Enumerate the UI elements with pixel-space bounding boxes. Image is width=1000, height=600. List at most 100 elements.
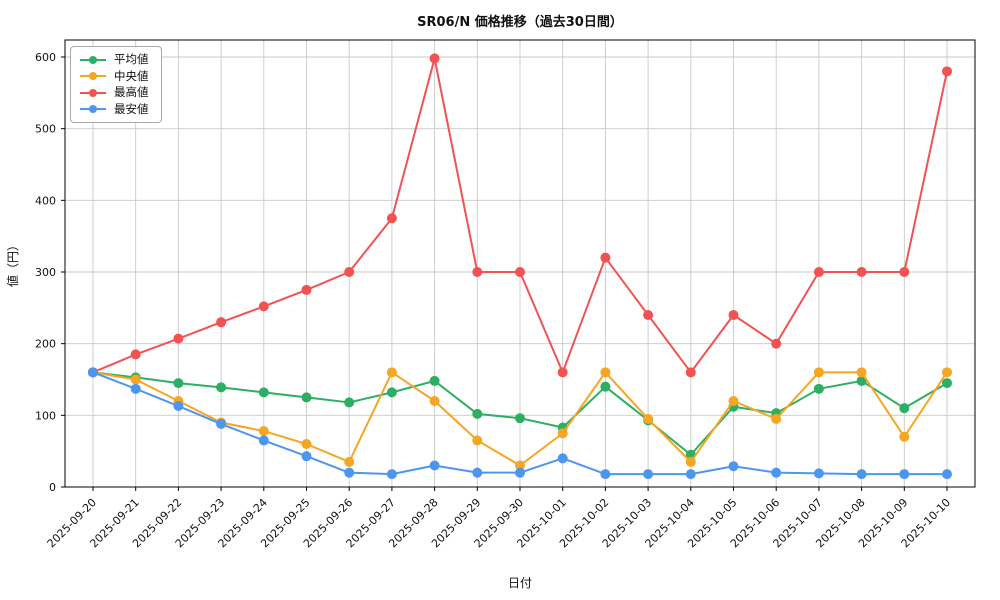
legend: 平均値中央値最高値最安値 bbox=[70, 46, 162, 123]
data-point-marker-最安値 bbox=[386, 469, 397, 480]
data-point-marker-中央値 bbox=[258, 426, 269, 437]
data-point-marker-最高値 bbox=[515, 267, 525, 277]
data-point-marker-平均値 bbox=[173, 378, 184, 389]
data-point-marker-中央値 bbox=[386, 367, 397, 378]
data-point-marker-最安値 bbox=[216, 418, 227, 429]
legend-marker-dot bbox=[89, 72, 97, 81]
data-point-marker-最安値 bbox=[472, 467, 483, 478]
data-point-marker-最安値 bbox=[130, 383, 141, 394]
data-point-marker-中央値 bbox=[899, 431, 910, 442]
data-point-marker-最安値 bbox=[301, 451, 312, 462]
y-tick-label: 300 bbox=[35, 266, 56, 279]
data-point-marker-中央値 bbox=[685, 456, 696, 467]
legend-item: 平均値 bbox=[80, 52, 149, 66]
y-tick-label: 200 bbox=[35, 338, 56, 351]
data-point-marker-最高値 bbox=[899, 267, 910, 277]
legend-label: 最高値 bbox=[114, 85, 149, 99]
data-point-marker-最安値 bbox=[344, 467, 355, 478]
data-point-marker-最安値 bbox=[258, 435, 269, 446]
data-point-marker-平均値 bbox=[344, 397, 355, 408]
data-point-marker-中央値 bbox=[600, 367, 611, 378]
data-point-marker-最高値 bbox=[258, 301, 269, 312]
data-point-marker-最高値 bbox=[813, 267, 824, 277]
legend-label: 中央値 bbox=[114, 68, 149, 83]
data-point-marker-最安値 bbox=[643, 469, 654, 480]
legend-line-swatch bbox=[80, 55, 106, 64]
data-point-marker-最高値 bbox=[643, 310, 654, 320]
y-tick-label: 0 bbox=[49, 481, 56, 494]
data-point-marker-最高値 bbox=[130, 349, 141, 360]
data-point-marker-最安値 bbox=[600, 469, 611, 480]
data-point-marker-平均値 bbox=[472, 408, 483, 419]
data-point-marker-中央値 bbox=[301, 439, 312, 449]
data-point-marker-平均値 bbox=[386, 387, 397, 398]
data-point-marker-最高値 bbox=[600, 252, 611, 263]
data-point-marker-中央値 bbox=[942, 367, 952, 378]
data-point-marker-中央値 bbox=[813, 367, 824, 378]
data-point-marker-中央値 bbox=[344, 456, 355, 467]
data-point-marker-最安値 bbox=[856, 469, 867, 480]
data-point-marker-最安値 bbox=[173, 401, 184, 412]
y-axis-label: 値（円） bbox=[5, 239, 20, 287]
data-point-marker-平均値 bbox=[301, 392, 312, 403]
legend-marker-dot bbox=[89, 55, 97, 64]
data-point-marker-中央値 bbox=[643, 413, 654, 424]
data-point-marker-最高値 bbox=[685, 367, 696, 378]
legend-item: 最安値 bbox=[80, 101, 149, 116]
legend-label: 最安値 bbox=[114, 101, 149, 116]
data-point-marker-平均値 bbox=[515, 413, 525, 424]
y-tick-label: 100 bbox=[35, 409, 56, 422]
data-point-marker-中央値 bbox=[429, 396, 440, 406]
data-point-marker-平均値 bbox=[600, 381, 611, 392]
data-point-marker-最安値 bbox=[728, 461, 739, 472]
data-point-marker-最安値 bbox=[771, 467, 782, 478]
data-point-marker-平均値 bbox=[813, 383, 824, 394]
data-point-marker-最高値 bbox=[557, 367, 568, 378]
data-point-marker-最安値 bbox=[813, 468, 824, 479]
data-point-marker-中央値 bbox=[771, 413, 782, 424]
data-point-marker-平均値 bbox=[856, 375, 867, 386]
data-point-marker-中央値 bbox=[728, 396, 739, 406]
data-point-marker-最高値 bbox=[771, 338, 782, 349]
data-point-marker-中央値 bbox=[130, 374, 141, 385]
data-point-marker-平均値 bbox=[942, 378, 952, 389]
legend-line-swatch bbox=[80, 105, 106, 114]
y-tick-label: 500 bbox=[35, 123, 56, 136]
legend-marker-dot bbox=[89, 88, 97, 97]
data-point-marker-最高値 bbox=[386, 213, 397, 224]
chart-title: SR06/N 価格推移（過去30日間） bbox=[417, 14, 623, 30]
data-point-marker-平均値 bbox=[429, 375, 440, 386]
legend-label: 平均値 bbox=[114, 52, 149, 66]
data-point-marker-最安値 bbox=[515, 467, 525, 478]
data-point-marker-最安値 bbox=[429, 460, 440, 471]
data-point-marker-最高値 bbox=[856, 267, 867, 277]
data-point-marker-最高値 bbox=[173, 333, 184, 344]
data-point-marker-最高値 bbox=[472, 267, 483, 277]
x-axis-label: 日付 bbox=[508, 576, 532, 590]
data-point-marker-最安値 bbox=[685, 469, 696, 480]
legend-line-swatch bbox=[80, 72, 106, 81]
data-point-marker-最高値 bbox=[942, 66, 952, 77]
data-point-marker-最安値 bbox=[942, 469, 952, 480]
data-point-marker-中央値 bbox=[856, 367, 867, 378]
data-point-marker-最高値 bbox=[216, 317, 227, 328]
data-point-marker-平均値 bbox=[258, 387, 269, 398]
data-point-marker-最高値 bbox=[429, 53, 440, 64]
data-point-marker-最高値 bbox=[344, 267, 355, 277]
legend-marker-dot bbox=[89, 105, 97, 114]
data-point-marker-最安値 bbox=[88, 367, 98, 378]
data-point-marker-最高値 bbox=[728, 310, 739, 320]
legend-item: 最高値 bbox=[80, 85, 149, 99]
data-point-marker-平均値 bbox=[216, 382, 227, 393]
data-point-marker-最安値 bbox=[557, 453, 568, 464]
data-point-marker-中央値 bbox=[557, 428, 568, 439]
data-point-marker-中央値 bbox=[472, 435, 483, 446]
y-tick-label: 400 bbox=[35, 194, 56, 207]
data-point-marker-最高値 bbox=[301, 284, 312, 295]
legend-item: 中央値 bbox=[80, 68, 149, 83]
data-point-marker-最安値 bbox=[899, 469, 910, 480]
data-point-marker-平均値 bbox=[899, 403, 910, 414]
legend-line-swatch bbox=[80, 88, 106, 97]
